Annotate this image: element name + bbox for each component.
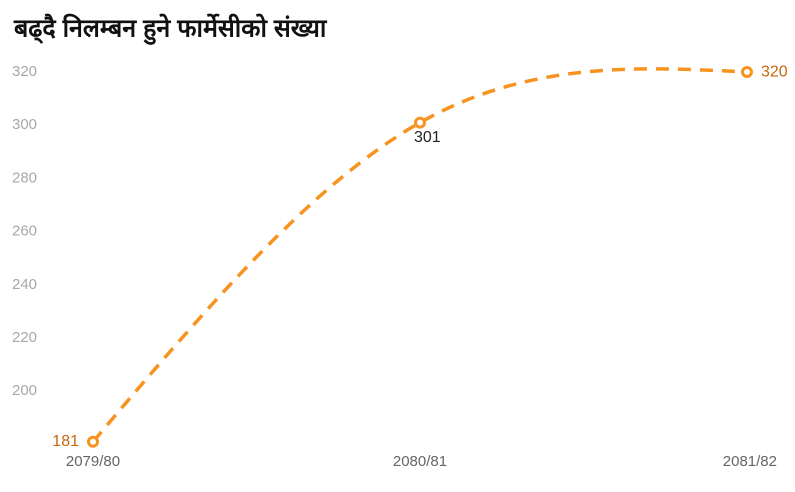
y-tick-label: 200: [12, 382, 37, 399]
point: [414, 116, 426, 129]
y-tick-label: 280: [12, 169, 37, 186]
value-label: 320: [761, 63, 788, 80]
y-tick-label: 220: [12, 329, 37, 346]
y-tick-label: 240: [12, 276, 37, 293]
y-tick-label: 260: [12, 223, 37, 240]
x-tick-label: 2080/81: [393, 453, 447, 470]
x-tick-label: 2079/80: [66, 453, 120, 470]
y-tick-label: 300: [12, 116, 37, 133]
y-tick-label: 320: [12, 63, 37, 80]
line: [91, 67, 748, 443]
point: [741, 66, 753, 79]
x-tick-label: 2081/82: [723, 453, 777, 470]
value-label: 301: [414, 129, 441, 146]
value-label: 181: [52, 433, 79, 450]
chart-title: बढ्दै निलम्बन हुने फार्मेसीको संख्या: [13, 14, 328, 46]
point: [87, 435, 99, 448]
